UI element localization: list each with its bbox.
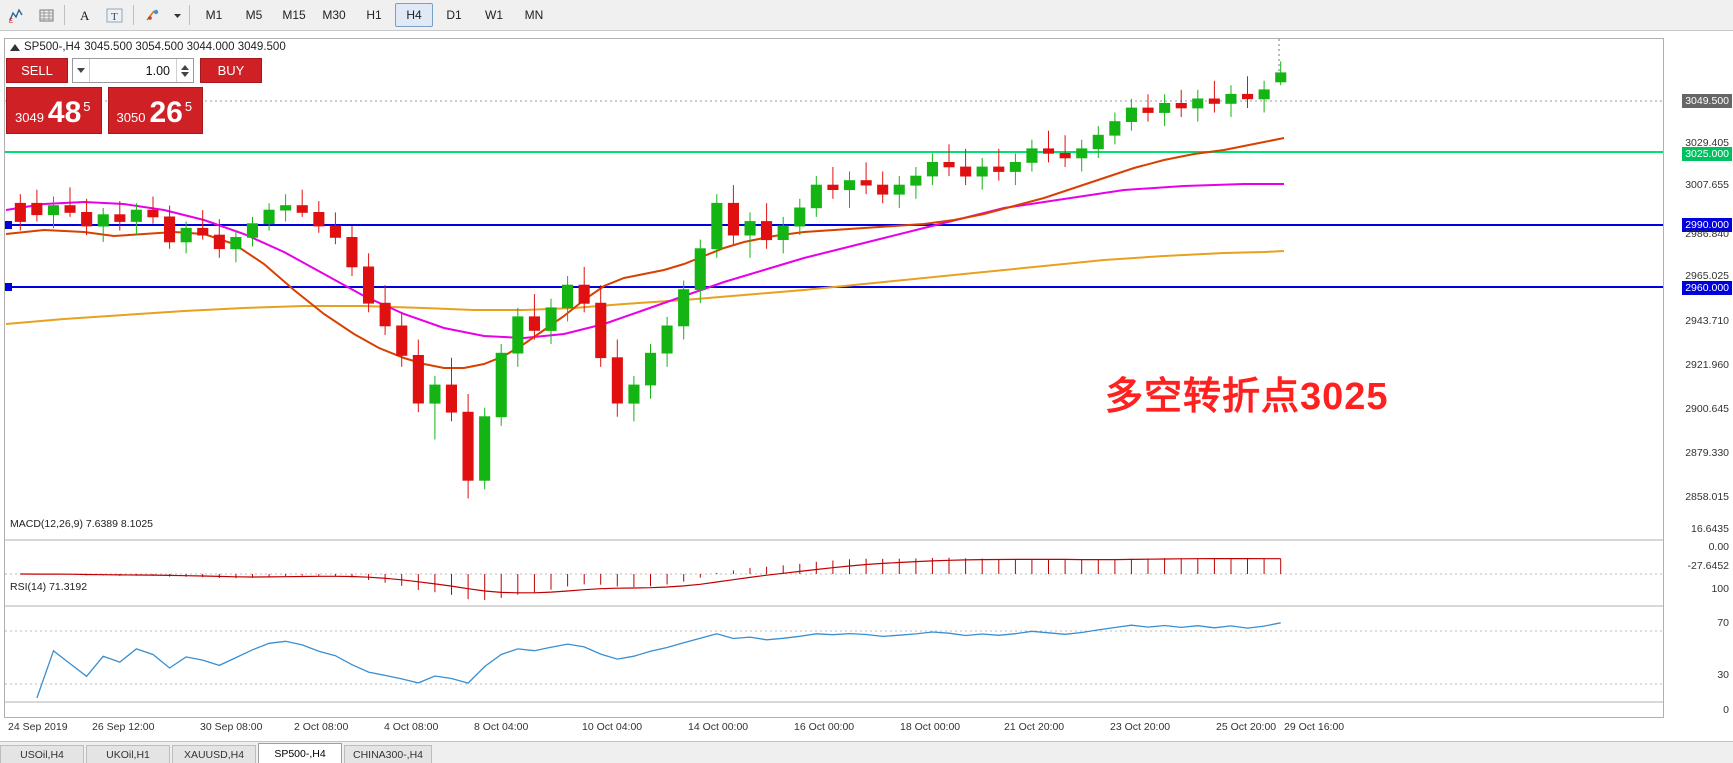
chart-tabs-bar[interactable]: USOil,H4 UKOil,H1 XAUUSD,H4 SP500-,H4 CH… <box>0 741 1733 763</box>
tab-usoil-h4[interactable]: USOil,H4 <box>0 745 84 763</box>
x-label-11: 23 Oct 20:00 <box>1110 721 1171 733</box>
tab-sp500-h4[interactable]: SP500-,H4 <box>258 743 342 763</box>
chart-symbol-header: SP500-,H4 3045.500 3054.500 3044.000 304… <box>10 41 286 53</box>
bid-big-digits: 48 <box>47 96 82 129</box>
x-label-4: 4 Oct 08:00 <box>384 721 439 733</box>
price-label-2921: 2921.960 <box>1685 359 1729 371</box>
svg-text:A: A <box>80 8 90 23</box>
bid-fraction: 5 <box>83 99 91 114</box>
volume-dropdown-icon[interactable] <box>73 59 90 82</box>
timeframe-w1[interactable]: W1 <box>485 8 503 22</box>
blue-line-tag-2960: 2960.000 <box>1682 281 1732 295</box>
ask-fraction: 5 <box>184 99 193 114</box>
chart-annotation-text: 多空转折点3025 <box>1105 376 1389 418</box>
x-label-6: 10 Oct 04:00 <box>582 721 643 733</box>
x-label-9: 18 Oct 00:00 <box>900 721 961 733</box>
volume-arrows-icon[interactable] <box>176 59 193 82</box>
toolbar-separator-1 <box>64 5 65 25</box>
x-label-1: 26 Sep 12:00 <box>92 721 155 733</box>
price-label-2986: 2986.840 <box>1685 228 1729 240</box>
buy-button[interactable]: BUY <box>200 58 262 83</box>
rsi-label-100: 100 <box>1711 583 1729 595</box>
trade-buttons-row: SELL 1.00 BUY <box>6 58 262 83</box>
x-label-12: 25 Oct 20:00 <box>1216 721 1277 733</box>
bid-integer: 3049 <box>15 110 44 125</box>
rsi-indicator-title: RSI(14) 71.3192 <box>10 581 88 593</box>
time-scale[interactable]: 24 Sep 2019 26 Sep 12:00 30 Sep 08:00 2 … <box>4 721 1664 737</box>
tab-ukoil-h1[interactable]: UKOil,H1 <box>86 745 170 763</box>
x-label-5: 8 Oct 04:00 <box>474 721 529 733</box>
main-toolbar: E A T <box>0 0 1733 31</box>
expand-triangle-icon[interactable] <box>10 43 20 51</box>
toolbar-separator-2 <box>133 5 134 25</box>
price-scale[interactable]: 3049.500 3029.405 3025.000 3007.655 2990… <box>1665 38 1733 718</box>
ask-big-digits: 26 <box>149 96 183 129</box>
volume-value[interactable]: 1.00 <box>145 63 170 78</box>
chevron-down-icon[interactable] <box>170 1 185 29</box>
green-line-tag: 3025.000 <box>1682 147 1732 161</box>
new-chart-icon[interactable]: E <box>2 1 30 29</box>
x-label-10: 21 Oct 20:00 <box>1004 721 1065 733</box>
price-label-2900: 2900.645 <box>1685 403 1729 415</box>
macd-label-bottom: -27.6452 <box>1687 560 1729 572</box>
rsi-label-70: 70 <box>1717 617 1729 629</box>
timeframe-m5[interactable]: M5 <box>245 8 263 22</box>
timeframe-h1[interactable]: H1 <box>366 8 382 22</box>
timeframe-mn[interactable]: MN <box>524 8 544 22</box>
chart-symbol-label: SP500-,H4 <box>24 41 81 53</box>
grid-icon[interactable] <box>32 1 60 29</box>
x-label-3: 2 Oct 08:00 <box>294 721 349 733</box>
price-quotes-row: 3049 48 5 3050 26 5 <box>6 87 262 134</box>
bid-price-box[interactable]: 3049 48 5 <box>6 87 102 134</box>
price-label-2879: 2879.330 <box>1685 447 1729 459</box>
macd-indicator-title: MACD(12,26,9) 7.6389 8.1025 <box>10 518 154 530</box>
x-label-8: 16 Oct 00:00 <box>794 721 855 733</box>
timeframe-d1[interactable]: D1 <box>446 8 462 22</box>
svg-text:E: E <box>9 19 13 24</box>
one-click-trading-panel[interactable]: SELL 1.00 BUY 3049 48 5 <box>6 58 262 134</box>
tab-xauusd-h4[interactable]: XAUUSD,H4 <box>172 745 256 763</box>
chart-area[interactable]: SP500-,H4 3045.500 3054.500 3044.000 304… <box>0 30 1733 733</box>
objects-icon[interactable] <box>140 1 168 29</box>
svg-text:T: T <box>111 11 118 23</box>
price-label-2943: 2943.710 <box>1685 315 1729 327</box>
macd-label-top: 16.6435 <box>1691 523 1729 535</box>
x-label-7: 14 Oct 00:00 <box>688 721 749 733</box>
timeframe-m15[interactable]: M15 <box>282 8 306 22</box>
text-label-icon[interactable]: T <box>101 1 129 29</box>
ask-price-box[interactable]: 3050 26 5 <box>107 87 204 134</box>
timeframe-h4[interactable]: H4 <box>395 3 433 27</box>
current-price-tag: 3049.500 <box>1682 94 1732 108</box>
timeframe-m1[interactable]: M1 <box>205 8 223 22</box>
price-label-3007: 3007.655 <box>1685 179 1729 191</box>
macd-label-zero: 0.00 <box>1708 541 1729 553</box>
tab-china300-h4[interactable]: CHINA300-,H4 <box>344 745 433 763</box>
rsi-label-30: 30 <box>1717 669 1729 681</box>
volume-stepper[interactable]: 1.00 <box>72 58 194 83</box>
x-label-2: 30 Sep 08:00 <box>200 721 263 733</box>
toolbar-separator-3 <box>189 5 190 25</box>
price-label-3029: 3029.405 <box>1685 137 1729 149</box>
price-label-2965: 2965.025 <box>1685 270 1729 282</box>
blue-line-tag-2990: 2990.000 <box>1682 218 1732 232</box>
rsi-label-0: 0 <box>1723 704 1729 716</box>
price-label-2858: 2858.015 <box>1685 491 1729 503</box>
x-label-0: 24 Sep 2019 <box>8 721 68 733</box>
sell-button[interactable]: SELL <box>6 58 68 83</box>
chart-canvas <box>5 39 1663 703</box>
chart-ohlc-label: 3045.500 3054.500 3044.000 3049.500 <box>84 41 286 53</box>
ask-integer: 3050 <box>116 110 146 125</box>
font-icon[interactable]: A <box>71 1 99 29</box>
timeframe-m30[interactable]: M30 <box>322 8 346 22</box>
x-label-13: 29 Oct 16:00 <box>1284 721 1345 733</box>
